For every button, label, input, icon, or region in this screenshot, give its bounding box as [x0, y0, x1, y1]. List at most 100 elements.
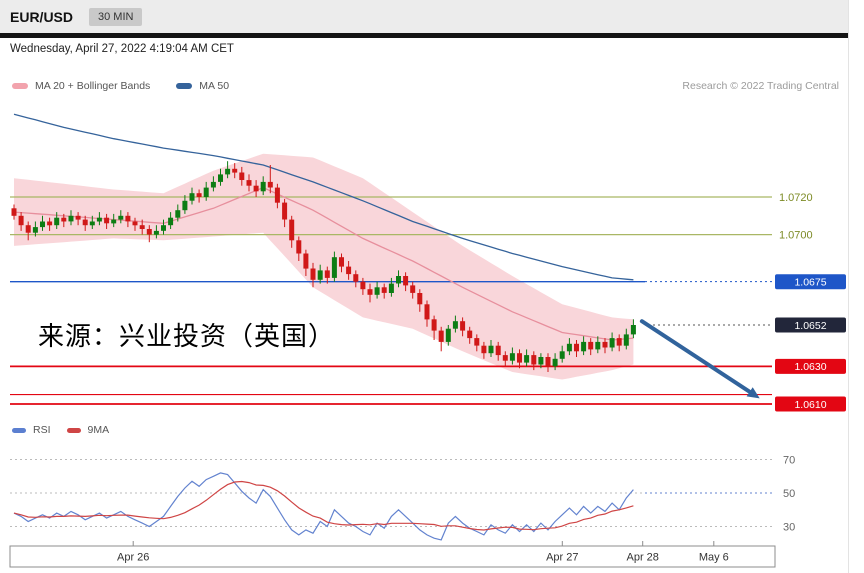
ma20-bollinger-label: MA 20 + Bollinger Bands — [35, 80, 151, 92]
candle-body — [317, 270, 323, 280]
candle-body — [267, 181, 273, 188]
candle-body — [339, 257, 344, 267]
candle-body — [40, 221, 45, 228]
candle-body — [25, 225, 31, 233]
legend-item-rsi: RSI — [12, 424, 51, 436]
candle-body — [324, 270, 330, 278]
candle-body — [381, 287, 387, 293]
candle-body — [360, 281, 366, 290]
candle-body — [445, 328, 451, 342]
rsi-9ma-label: 9MA — [87, 424, 110, 436]
candle-body — [54, 217, 60, 226]
candle-body — [517, 353, 522, 363]
price-level-label: 1.0720 — [779, 192, 813, 204]
price-rsi-chart: 1.0720 1.0700 1.0675 1.0652 1.0630 1.0610 70 50… — [9, 113, 846, 568]
rsi-guide-label: 30 — [783, 522, 795, 534]
bollinger-band — [14, 153, 634, 380]
header-bar: EUR/USD 30 MIN — [0, 0, 848, 33]
price-level-label: 1.0700 — [779, 230, 813, 242]
candle-body — [111, 219, 117, 224]
candle-body — [559, 351, 565, 359]
candle-body — [602, 341, 608, 348]
candle-body — [488, 345, 494, 354]
legend-item-ma20-bollinger: MA 20 + Bollinger Bands — [12, 80, 150, 92]
legend-item-ma50: MA 50 — [176, 80, 229, 92]
rsi-guide-label: 50 — [783, 488, 795, 500]
candle-body — [452, 321, 458, 329]
symbol-title: EUR/USD — [10, 8, 74, 25]
candle-body — [210, 181, 216, 188]
candle-body — [303, 253, 309, 269]
candle-body — [61, 217, 67, 222]
candle-body — [374, 287, 380, 295]
candle-body — [431, 319, 437, 331]
candle-body — [388, 283, 394, 293]
x-axis-label: Apr 27 — [546, 552, 578, 564]
price-legend: MA 20 + Bollinger Bands MA 50 Research ©… — [12, 80, 839, 92]
candle-body — [417, 293, 423, 305]
price-badge-label: 1.0610 — [794, 399, 826, 411]
candle-body — [96, 217, 102, 222]
candle-body — [410, 285, 416, 293]
candle-body — [68, 215, 74, 222]
rsi-swatch-icon — [12, 427, 26, 433]
candles — [11, 161, 636, 372]
candle-body — [253, 185, 259, 192]
rsi-9ma-line — [13, 480, 634, 531]
candle-body — [125, 215, 131, 222]
rsi-guide-label: 70 — [783, 455, 795, 467]
candle-body — [18, 215, 24, 226]
candle-body — [161, 225, 166, 231]
candle-body — [630, 325, 636, 335]
ma20-line — [13, 186, 634, 341]
x-axis-label: May 6 — [699, 552, 729, 564]
candle-body — [168, 217, 174, 226]
candle-body — [545, 357, 551, 367]
price-badge — [775, 317, 846, 333]
candle-body — [146, 229, 152, 235]
price-badge — [775, 396, 846, 412]
candle-body — [566, 343, 572, 352]
candle-body — [346, 266, 352, 275]
candle-body — [196, 193, 202, 197]
candle-body — [595, 341, 601, 350]
price-badge — [775, 358, 846, 374]
candle-body — [282, 202, 288, 220]
rsi-legend: RSI 9MA — [12, 424, 125, 436]
candle-body — [182, 200, 188, 211]
candle-body — [11, 208, 17, 216]
candle-body — [367, 289, 373, 295]
chart-datetime: Wednesday, April 27, 2022 4:19:04 AM CET — [10, 43, 234, 55]
rsi-label: RSI — [33, 424, 51, 436]
price-badge-label: 1.0652 — [794, 320, 826, 332]
candle-body — [581, 341, 587, 352]
rsi-9ma-swatch-icon — [66, 427, 81, 433]
timeframe-badge[interactable]: 30 MIN — [89, 7, 143, 26]
legend-item-9ma: 9MA — [66, 424, 110, 436]
candle-body — [531, 355, 537, 365]
candle-body — [588, 341, 594, 350]
candle-body — [153, 230, 159, 235]
x-axis-box — [9, 545, 776, 568]
candle-body — [524, 355, 530, 363]
copyright-text: Research © 2022 Trading Central — [682, 80, 839, 92]
candle-body — [274, 187, 280, 203]
candle-body — [132, 221, 138, 226]
candle-body — [353, 274, 359, 282]
ma50-label: MA 50 — [199, 80, 230, 92]
candle-body — [218, 174, 223, 182]
candle-body — [438, 330, 444, 342]
candle-body — [225, 168, 231, 175]
candle-body — [260, 181, 266, 192]
candle-body — [331, 257, 337, 278]
candle-body — [47, 221, 53, 226]
price-badge — [775, 274, 846, 290]
candle-body — [139, 225, 145, 229]
ma50-line — [13, 113, 634, 281]
candle-body — [403, 276, 409, 286]
chart-area: Wednesday, April 27, 2022 4:19:04 AM CET… — [0, 38, 848, 573]
candle-body — [574, 343, 579, 352]
candle-body — [118, 215, 124, 220]
candle-body — [396, 276, 401, 284]
